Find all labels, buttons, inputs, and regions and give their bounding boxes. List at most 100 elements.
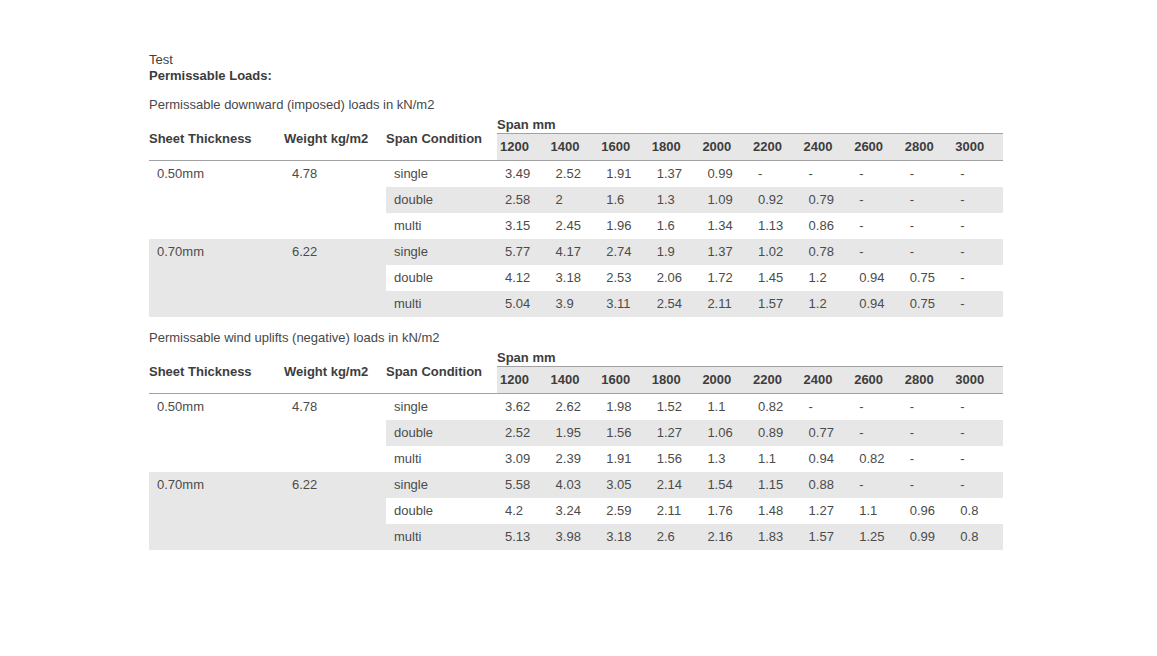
- table-title-uplift: Permissable wind uplifts (negative) load…: [149, 330, 1003, 346]
- weight-cell: 6.22: [284, 472, 386, 550]
- load-value-cell: -: [851, 187, 902, 213]
- load-value-cell: 1.45: [750, 265, 801, 291]
- span-condition-cell: double: [386, 420, 497, 446]
- load-value-cell: 0.92: [750, 187, 801, 213]
- load-value-cell: 3.62: [497, 394, 548, 421]
- load-value-cell: 2.45: [548, 213, 599, 239]
- downward-loads-section: Permissable downward (imposed) loads in …: [149, 97, 1003, 317]
- load-value-cell: 0.79: [801, 187, 852, 213]
- doc-header: Test Permissable Loads:: [149, 52, 1003, 84]
- span-column-header: 1400: [548, 134, 599, 161]
- loads-table: Sheet ThicknessWeight kg/m2Span Conditio…: [149, 350, 1003, 550]
- load-value-cell: 0.94: [851, 291, 902, 317]
- load-value-cell: 3.15: [497, 213, 548, 239]
- span-column-header: 1800: [649, 134, 700, 161]
- load-value-cell: 1.52: [649, 394, 700, 421]
- load-value-cell: 3.24: [548, 498, 599, 524]
- load-value-cell: 2.14: [649, 472, 700, 498]
- span-column-header: 2600: [851, 134, 902, 161]
- load-value-cell: 2.53: [598, 265, 649, 291]
- table-header-row: Sheet ThicknessWeight kg/m2Span Conditio…: [149, 350, 1003, 367]
- load-value-cell: 0.82: [851, 446, 902, 472]
- load-value-cell: 2.58: [497, 187, 548, 213]
- load-value-cell: 1.2: [801, 291, 852, 317]
- load-value-cell: 0.89: [750, 420, 801, 446]
- load-value-cell: 5.77: [497, 239, 548, 265]
- load-value-cell: 1.56: [649, 446, 700, 472]
- load-value-cell: 2.52: [497, 420, 548, 446]
- load-value-cell: 1.37: [649, 161, 700, 188]
- load-value-cell: 2.39: [548, 446, 599, 472]
- load-value-cell: 3.18: [598, 524, 649, 550]
- column-header-span-condition: Span Condition: [386, 350, 497, 394]
- load-value-cell: -: [952, 291, 1003, 317]
- load-value-cell: 1.48: [750, 498, 801, 524]
- table-row: 0.50mm4.78single3.492.521.911.370.99----…: [149, 161, 1003, 188]
- span-condition-cell: double: [386, 187, 497, 213]
- load-value-cell: -: [952, 187, 1003, 213]
- sheet-thickness-cell: 0.70mm: [149, 472, 284, 550]
- table-row: 0.50mm4.78single3.622.621.981.521.10.82-…: [149, 394, 1003, 421]
- column-header-sheet-thickness: Sheet Thickness: [149, 117, 284, 161]
- load-value-cell: -: [851, 161, 902, 188]
- load-value-cell: 1.1: [750, 446, 801, 472]
- load-value-cell: 4.2: [497, 498, 548, 524]
- column-header-weight: Weight kg/m2: [284, 117, 386, 161]
- load-value-cell: 1.02: [750, 239, 801, 265]
- load-value-cell: 1.13: [750, 213, 801, 239]
- load-value-cell: 1.3: [649, 187, 700, 213]
- load-value-cell: -: [952, 213, 1003, 239]
- doc-title: Permissable Loads:: [149, 68, 1003, 84]
- load-value-cell: 1.27: [649, 420, 700, 446]
- load-value-cell: 0.94: [801, 446, 852, 472]
- load-value-cell: 2.6: [649, 524, 700, 550]
- loads-table: Sheet ThicknessWeight kg/m2Span Conditio…: [149, 117, 1003, 317]
- load-value-cell: -: [851, 472, 902, 498]
- load-value-cell: 3.18: [548, 265, 599, 291]
- span-column-header: 2400: [801, 367, 852, 394]
- span-condition-cell: double: [386, 498, 497, 524]
- load-value-cell: 1.25: [851, 524, 902, 550]
- load-value-cell: 1.1: [699, 394, 750, 421]
- span-column-header: 2000: [699, 367, 750, 394]
- sheet-thickness-cell: 0.50mm: [149, 161, 284, 240]
- span-column-header: 1600: [598, 367, 649, 394]
- load-value-cell: 2.74: [598, 239, 649, 265]
- column-header-sheet-thickness: Sheet Thickness: [149, 350, 284, 394]
- document-page: Test Permissable Loads: Permissable down…: [0, 0, 1157, 656]
- load-value-cell: 5.58: [497, 472, 548, 498]
- load-value-cell: -: [952, 161, 1003, 188]
- load-value-cell: -: [902, 161, 953, 188]
- span-column-header: 2000: [699, 134, 750, 161]
- load-value-cell: -: [902, 187, 953, 213]
- column-header-weight: Weight kg/m2: [284, 350, 386, 394]
- load-value-cell: 2.59: [598, 498, 649, 524]
- load-value-cell: 1.09: [699, 187, 750, 213]
- load-value-cell: 1.83: [750, 524, 801, 550]
- span-condition-cell: single: [386, 239, 497, 265]
- span-column-header: 2200: [750, 134, 801, 161]
- load-value-cell: 5.04: [497, 291, 548, 317]
- load-value-cell: 0.99: [699, 161, 750, 188]
- span-column-header: 1200: [497, 367, 548, 394]
- doc-subtitle: Test: [149, 52, 1003, 68]
- load-value-cell: 1.2: [801, 265, 852, 291]
- load-value-cell: 1.56: [598, 420, 649, 446]
- load-value-cell: 1.9: [649, 239, 700, 265]
- span-condition-cell: multi: [386, 291, 497, 317]
- sheet-thickness-cell: 0.50mm: [149, 394, 284, 473]
- load-value-cell: -: [801, 161, 852, 188]
- load-value-cell: -: [851, 394, 902, 421]
- load-value-cell: 0.99: [902, 524, 953, 550]
- load-value-cell: 0.82: [750, 394, 801, 421]
- span-column-header: 3000: [952, 367, 1003, 394]
- load-value-cell: -: [902, 213, 953, 239]
- span-column-header: 2800: [902, 134, 953, 161]
- load-value-cell: 1.98: [598, 394, 649, 421]
- load-value-cell: -: [851, 239, 902, 265]
- span-column-header: 2800: [902, 367, 953, 394]
- load-value-cell: 0.8: [952, 524, 1003, 550]
- weight-cell: 4.78: [284, 161, 386, 240]
- load-value-cell: 3.49: [497, 161, 548, 188]
- load-value-cell: 0.94: [851, 265, 902, 291]
